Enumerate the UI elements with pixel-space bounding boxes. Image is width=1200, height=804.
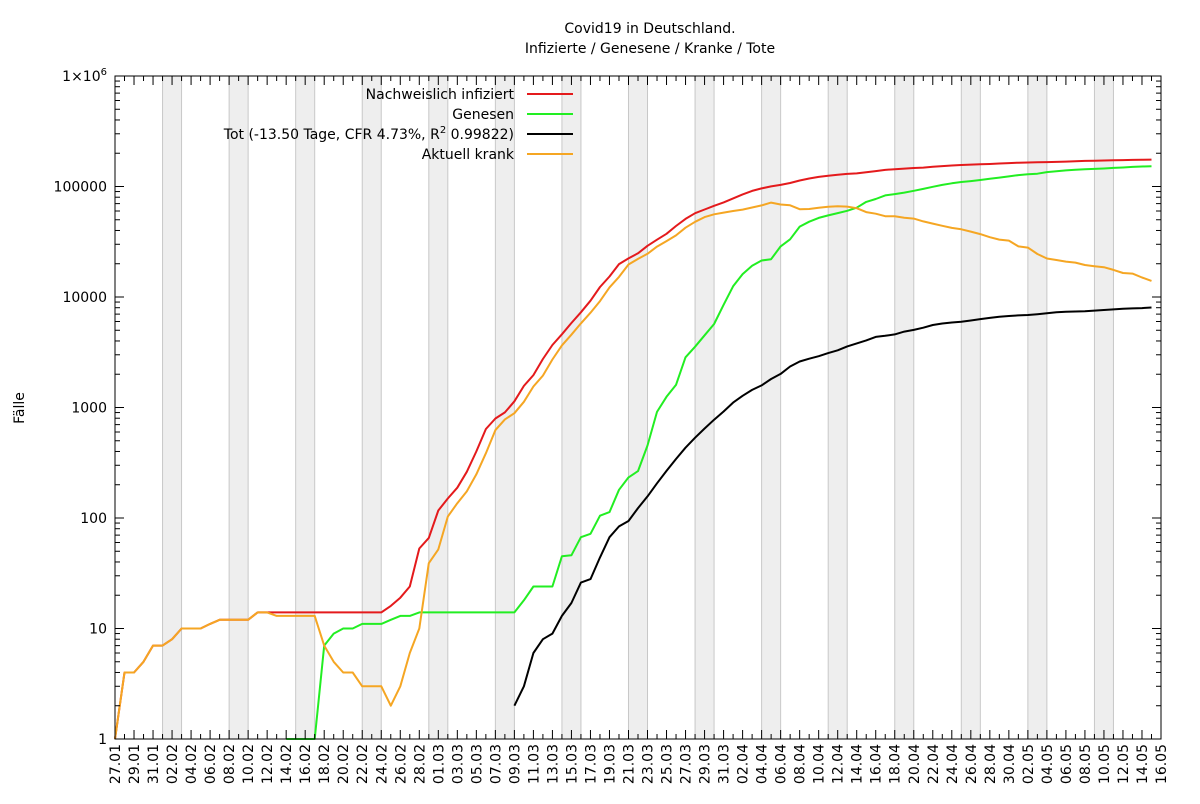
x-tick-label: 29.01 bbox=[127, 744, 143, 784]
weekend-band bbox=[695, 76, 715, 739]
y-axis-label: Fälle bbox=[12, 392, 28, 424]
x-tick-label: 22.04 bbox=[926, 744, 942, 784]
series-line-0 bbox=[114, 158, 1152, 740]
weekend-band bbox=[428, 76, 448, 739]
x-tick-label: 04.02 bbox=[184, 744, 200, 784]
x-tick-label: 12.04 bbox=[831, 744, 847, 784]
weekend-band bbox=[1027, 76, 1047, 739]
x-tick-label: 09.03 bbox=[507, 744, 523, 784]
x-tick-label: 02.02 bbox=[165, 744, 181, 784]
y-tick-label: 10000 bbox=[62, 290, 107, 306]
x-tick-label: 20.02 bbox=[336, 744, 352, 784]
x-tick-label: 11.03 bbox=[526, 744, 542, 784]
x-tick-label: 31.01 bbox=[146, 744, 162, 784]
y-tick-label: 1000 bbox=[71, 401, 107, 417]
x-tick-label: 16.05 bbox=[1154, 744, 1170, 784]
x-tick-label: 27.03 bbox=[679, 744, 695, 784]
legend: Nachweislich infiziert Genesen Tot (-13.50… bbox=[223, 87, 573, 163]
weekend-band bbox=[295, 76, 315, 739]
x-tick-label: 23.03 bbox=[641, 744, 657, 784]
x-tick-label: 02.04 bbox=[736, 744, 752, 784]
weekend-band bbox=[1094, 76, 1114, 739]
x-tick-label: 17.03 bbox=[583, 744, 599, 784]
x-tick-label: 04.05 bbox=[1040, 744, 1056, 784]
x-tick-label: 21.03 bbox=[621, 744, 637, 784]
series-layer bbox=[114, 158, 1152, 740]
x-tick-label: 22.02 bbox=[355, 744, 371, 784]
y-tick-label: 100 bbox=[80, 511, 107, 527]
y-tick-label: 1×106 bbox=[62, 67, 107, 85]
weekend-band bbox=[894, 76, 914, 739]
y-tick-label: 100000 bbox=[54, 180, 107, 196]
x-tick-label: 10.04 bbox=[812, 744, 828, 784]
x-tick-label: 14.02 bbox=[279, 744, 295, 784]
x-tick-label: 18.02 bbox=[317, 744, 333, 784]
weekend-band bbox=[362, 76, 382, 739]
y-tick-label: 10 bbox=[89, 622, 107, 638]
x-tick-label: 26.04 bbox=[964, 744, 980, 784]
x-tick-label: 01.03 bbox=[431, 744, 447, 784]
x-tick-label: 10.05 bbox=[1097, 744, 1113, 784]
x-tick-label: 04.04 bbox=[755, 744, 771, 784]
x-tick-label: 27.01 bbox=[108, 744, 124, 784]
x-tick-label: 13.03 bbox=[545, 744, 561, 784]
x-tick-label: 31.03 bbox=[717, 744, 733, 784]
x-tick-label: 12.02 bbox=[260, 744, 276, 784]
x-tick-label: 18.04 bbox=[888, 744, 904, 784]
legend-label-1: Genesen bbox=[452, 107, 514, 123]
x-tick-label: 14.05 bbox=[1135, 744, 1151, 784]
y-axis: 1 10 100 1000 10000 100000 1×106 bbox=[54, 67, 1161, 748]
legend-label-0: Nachweislich infiziert bbox=[366, 87, 515, 103]
chart-title: Covid19 in Deutschland. bbox=[564, 21, 735, 37]
x-tick-label: 08.04 bbox=[793, 744, 809, 784]
x-tick-label: 12.05 bbox=[1116, 744, 1132, 784]
x-tick-label: 25.03 bbox=[660, 744, 676, 784]
y-tick-label: 1 bbox=[98, 732, 107, 748]
legend-label-3: Aktuell krank bbox=[422, 147, 515, 163]
weekend-band bbox=[495, 76, 515, 739]
weekend-shading bbox=[162, 76, 1114, 739]
series-line-3 bbox=[114, 201, 1152, 740]
x-tick-label: 08.02 bbox=[222, 744, 238, 784]
weekend-band bbox=[229, 76, 249, 739]
x-tick-label: 15.03 bbox=[564, 744, 580, 784]
weekend-band bbox=[628, 76, 648, 739]
x-tick-label: 20.04 bbox=[907, 744, 923, 784]
x-tick-label: 06.04 bbox=[774, 744, 790, 784]
weekend-band bbox=[961, 76, 981, 739]
x-tick-label: 24.02 bbox=[374, 744, 390, 784]
series-line-1 bbox=[286, 165, 1152, 740]
x-tick-label: 07.03 bbox=[488, 744, 504, 784]
x-tick-label: 06.05 bbox=[1059, 744, 1075, 784]
x-tick-label: 26.02 bbox=[393, 744, 409, 784]
x-tick-label: 05.03 bbox=[469, 744, 485, 784]
x-tick-label: 28.02 bbox=[412, 744, 428, 784]
x-tick-label: 16.02 bbox=[298, 744, 314, 784]
legend-label-2: Tot (-13.50 Tage, CFR 4.73%, R2 0.99822) bbox=[223, 125, 514, 143]
x-tick-label: 06.02 bbox=[203, 744, 219, 784]
x-tick-label: 30.04 bbox=[1002, 744, 1018, 784]
x-tick-label: 29.03 bbox=[698, 744, 714, 784]
x-tick-label: 16.04 bbox=[869, 744, 885, 784]
x-tick-label: 02.05 bbox=[1021, 744, 1037, 784]
x-tick-label: 24.04 bbox=[945, 744, 961, 784]
chart-subtitle: Infizierte / Genesene / Kranke / Tote bbox=[525, 41, 775, 57]
x-tick-label: 14.04 bbox=[850, 744, 866, 784]
series-line-2 bbox=[513, 306, 1152, 707]
x-axis: 27.01 29.01 31.01 02.02 04.02 06.02 08.02 10.02… bbox=[108, 76, 1170, 784]
weekend-band bbox=[162, 76, 182, 739]
x-tick-label: 10.02 bbox=[241, 744, 257, 784]
weekend-band bbox=[761, 76, 781, 739]
x-tick-label: 19.03 bbox=[602, 744, 618, 784]
x-tick-label: 28.04 bbox=[983, 744, 999, 784]
x-tick-label: 03.03 bbox=[450, 744, 466, 784]
weekend-band bbox=[561, 76, 581, 739]
x-tick-label: 08.05 bbox=[1078, 744, 1094, 784]
weekend-band bbox=[828, 76, 848, 739]
